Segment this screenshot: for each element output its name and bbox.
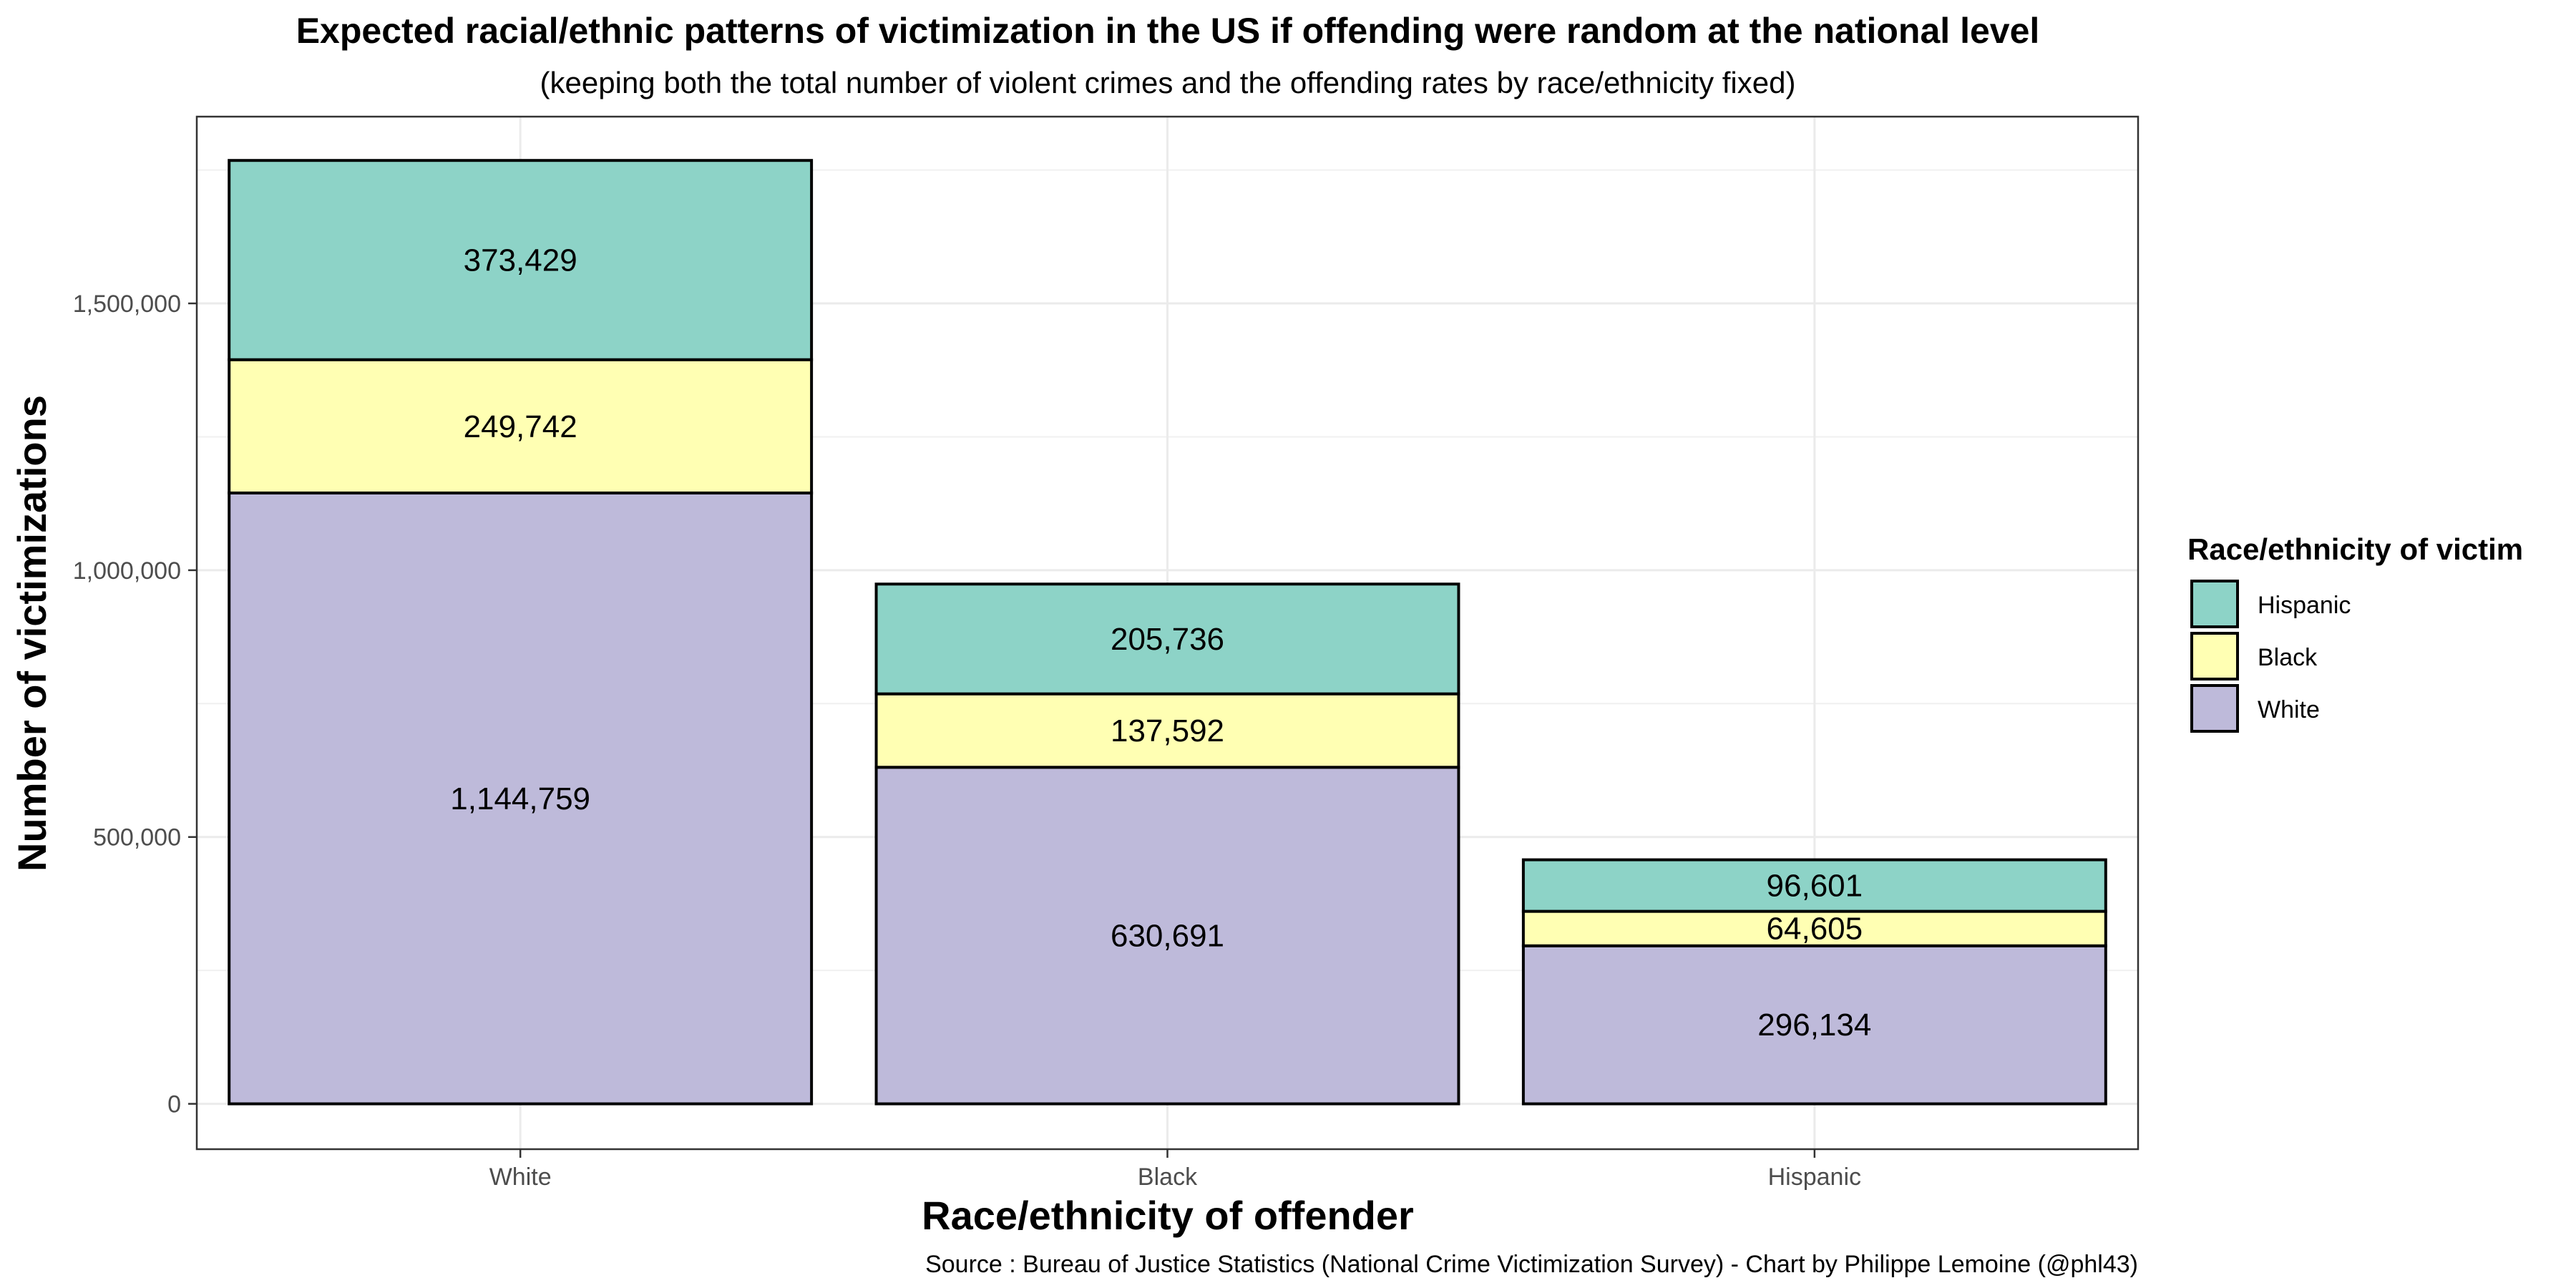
legend-swatch-black xyxy=(2190,632,2239,680)
legend-label-black: Black xyxy=(2258,644,2318,671)
legend-label-white: White xyxy=(2258,696,2320,723)
bar-segment-black-hispanic xyxy=(874,582,1460,696)
y-axis: 0 500,000 1,000,000 1,500,000 xyxy=(73,291,197,1118)
data-label-white-black: 249,742 xyxy=(464,409,577,444)
data-label-black-hispanic: 205,736 xyxy=(1111,622,1224,657)
bars xyxy=(228,159,2107,1106)
data-label-white-white: 1,144,759 xyxy=(450,781,590,816)
y-tick-label: 0 xyxy=(167,1091,181,1118)
bar-segment-white-black xyxy=(228,358,814,494)
data-label-black-black: 137,592 xyxy=(1111,713,1224,748)
legend-swatch-hispanic xyxy=(2190,580,2239,628)
data-label-hispanic-white: 296,134 xyxy=(1757,1008,1871,1043)
y-axis-title: Number of victimizations xyxy=(9,395,54,872)
data-label-hispanic-black: 64,605 xyxy=(1767,912,1863,947)
bar-labels: 1,144,759 249,742 373,429 630,691 137,592 205… xyxy=(450,243,1871,1043)
bar-segment-white-hispanic xyxy=(228,159,814,361)
plot-area: 1,144,759 249,742 373,429 630,691 137,592 205… xyxy=(195,115,2140,1151)
source-caption: Source : Bureau of Justice Statistics (N… xyxy=(925,1251,2138,1278)
x-axis-title: Race/ethnicity of offender xyxy=(922,1193,1414,1238)
bar-segment-hispanic-black xyxy=(1521,909,2107,947)
legend: Race/ethnicity of victim Hispanic Black Wh… xyxy=(2187,532,2523,733)
bar-segment-black-black xyxy=(874,692,1460,769)
legend-label-hispanic: Hispanic xyxy=(2258,592,2351,619)
bar-segment-white-white xyxy=(228,491,814,1106)
y-tick-label: 500,000 xyxy=(93,824,181,852)
legend-items: Hispanic Black White xyxy=(2190,580,2351,733)
data-label-white-hispanic: 373,429 xyxy=(464,243,577,278)
y-tick-label: 1,000,000 xyxy=(73,557,181,585)
chart-subtitle: (keeping both the total number of violen… xyxy=(540,66,1796,99)
data-label-black-white: 630,691 xyxy=(1111,918,1224,953)
legend-title: Race/ethnicity of victim xyxy=(2187,532,2523,566)
legend-swatch-white xyxy=(2190,684,2239,733)
y-tick-label: 1,500,000 xyxy=(73,291,181,318)
x-axis: White Black Hispanic xyxy=(489,1149,1861,1191)
bar-segment-black-white xyxy=(874,766,1460,1106)
bar-segment-hispanic-hispanic xyxy=(1521,858,2107,913)
x-tick-label: Hispanic xyxy=(1768,1163,1861,1191)
x-tick-label: White xyxy=(489,1163,552,1191)
data-label-hispanic-hispanic: 96,601 xyxy=(1767,869,1863,904)
chart-title: Expected racial/ethnic patterns of victi… xyxy=(296,11,2040,51)
x-tick-label: Black xyxy=(1138,1163,1198,1191)
